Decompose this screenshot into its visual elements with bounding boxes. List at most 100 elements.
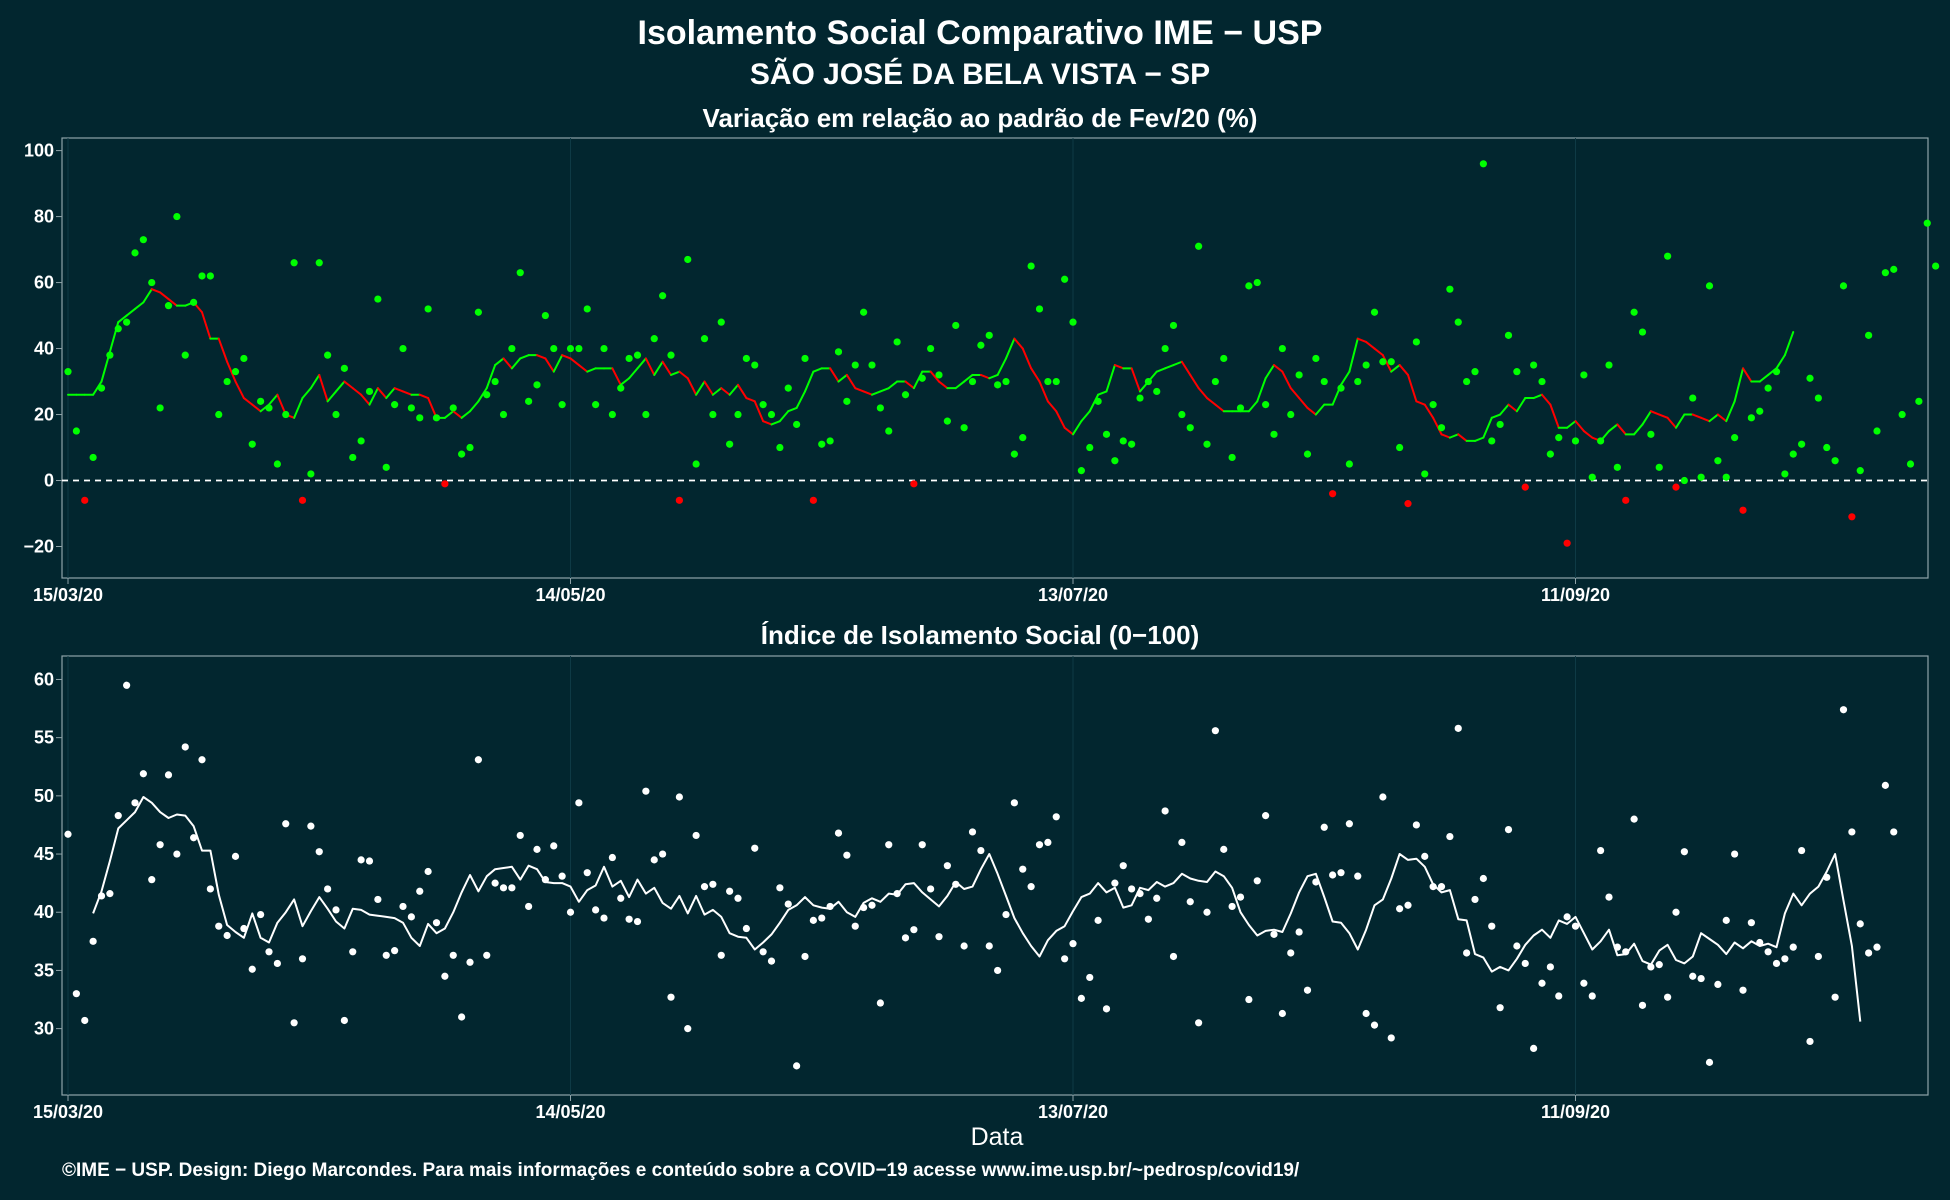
data-point: [1102, 1005, 1111, 1013]
data-point: [1195, 242, 1203, 250]
data-point: [1504, 331, 1513, 339]
data-point: [726, 887, 734, 895]
data-point: [1396, 905, 1404, 913]
data-point: [1873, 943, 1881, 951]
trend-segment: [795, 390, 806, 409]
data-point: [474, 308, 482, 316]
trend-segment: [402, 390, 413, 396]
data-point: [1496, 420, 1504, 429]
data-point: [876, 999, 884, 1007]
data-point: [449, 951, 457, 959]
data-point: [1756, 938, 1764, 947]
trend-segment: [268, 393, 279, 406]
data-point: [1932, 262, 1940, 270]
data-point: [1245, 995, 1253, 1004]
data-point: [1035, 841, 1044, 849]
data-point: [332, 906, 340, 914]
data-point: [1195, 1019, 1203, 1027]
trend-segment: [519, 354, 530, 360]
trend-segment: [167, 298, 178, 307]
data-point: [1044, 377, 1052, 386]
data-point: [1873, 427, 1881, 435]
data-point: [1169, 952, 1178, 961]
data-point: [1228, 902, 1236, 911]
x-tick-label: 14/05/20: [535, 1102, 605, 1122]
data-point: [1429, 401, 1437, 409]
data-point: [1865, 949, 1873, 957]
data-point: [131, 249, 139, 257]
trend-segment: [728, 383, 739, 396]
data-point: [1379, 358, 1387, 366]
data-point: [1806, 1037, 1814, 1046]
trend-segment: [1306, 406, 1317, 416]
data-point: [1094, 397, 1102, 405]
trend-segment: [778, 410, 790, 423]
data-point: [1655, 961, 1663, 969]
data-point: [1605, 893, 1613, 901]
data-point: [1831, 457, 1839, 465]
trend-segment: [502, 357, 513, 370]
trend-segment: [1189, 373, 1200, 390]
data-point: [1119, 437, 1127, 445]
trend-segment: [92, 380, 103, 396]
data-point: [223, 377, 231, 386]
data-point: [424, 305, 432, 313]
data-point: [1546, 963, 1554, 971]
data-point: [1404, 500, 1412, 508]
data-point: [407, 913, 415, 921]
data-point: [1061, 275, 1069, 283]
data-point: [1672, 908, 1680, 916]
data-point: [106, 890, 114, 898]
data-point: [918, 374, 926, 382]
data-point: [726, 440, 734, 448]
data-point: [1295, 928, 1303, 936]
data-point: [1814, 952, 1822, 961]
trend-segment: [670, 370, 681, 376]
data-point: [1923, 219, 1931, 227]
data-point: [1161, 344, 1169, 353]
trend-segment: [1264, 364, 1275, 380]
data-point: [1027, 883, 1035, 891]
trend-segment: [1783, 331, 1795, 357]
data-point: [843, 851, 851, 859]
trend-segment: [661, 360, 672, 376]
trend-segment: [569, 357, 580, 367]
data-point: [1680, 848, 1688, 856]
trend-segment: [351, 387, 363, 396]
data-point: [1605, 361, 1613, 369]
trend-segment: [1532, 393, 1543, 400]
data-point: [550, 842, 558, 850]
data-point: [1664, 252, 1672, 260]
trend-line: [92, 796, 1862, 1022]
data-point: [583, 305, 591, 313]
data-point: [64, 368, 72, 376]
data-point: [1178, 838, 1186, 847]
trend-segment: [1398, 364, 1409, 376]
data-point: [1412, 338, 1420, 346]
data-point: [1538, 979, 1546, 987]
data-point: [466, 958, 474, 966]
data-point: [273, 959, 281, 968]
data-point: [1890, 265, 1898, 273]
data-point: [1772, 368, 1781, 376]
data-point: [441, 480, 449, 488]
data-point: [860, 903, 868, 912]
data-point: [885, 841, 893, 849]
data-point: [173, 850, 181, 858]
data-point: [1061, 955, 1069, 963]
data-point: [1069, 940, 1077, 948]
trend-segment: [1658, 413, 1669, 419]
data-point: [742, 924, 750, 933]
data-point: [1019, 865, 1027, 873]
trend-segment: [477, 387, 488, 403]
data-point: [1772, 959, 1781, 968]
data-point: [248, 965, 256, 973]
data-point: [1128, 440, 1136, 448]
data-point: [1479, 874, 1487, 883]
trend-segment: [720, 387, 731, 396]
trend-segment: [586, 367, 597, 373]
data-point: [1915, 397, 1923, 405]
data-point: [114, 325, 122, 333]
trend-segment: [134, 301, 145, 310]
